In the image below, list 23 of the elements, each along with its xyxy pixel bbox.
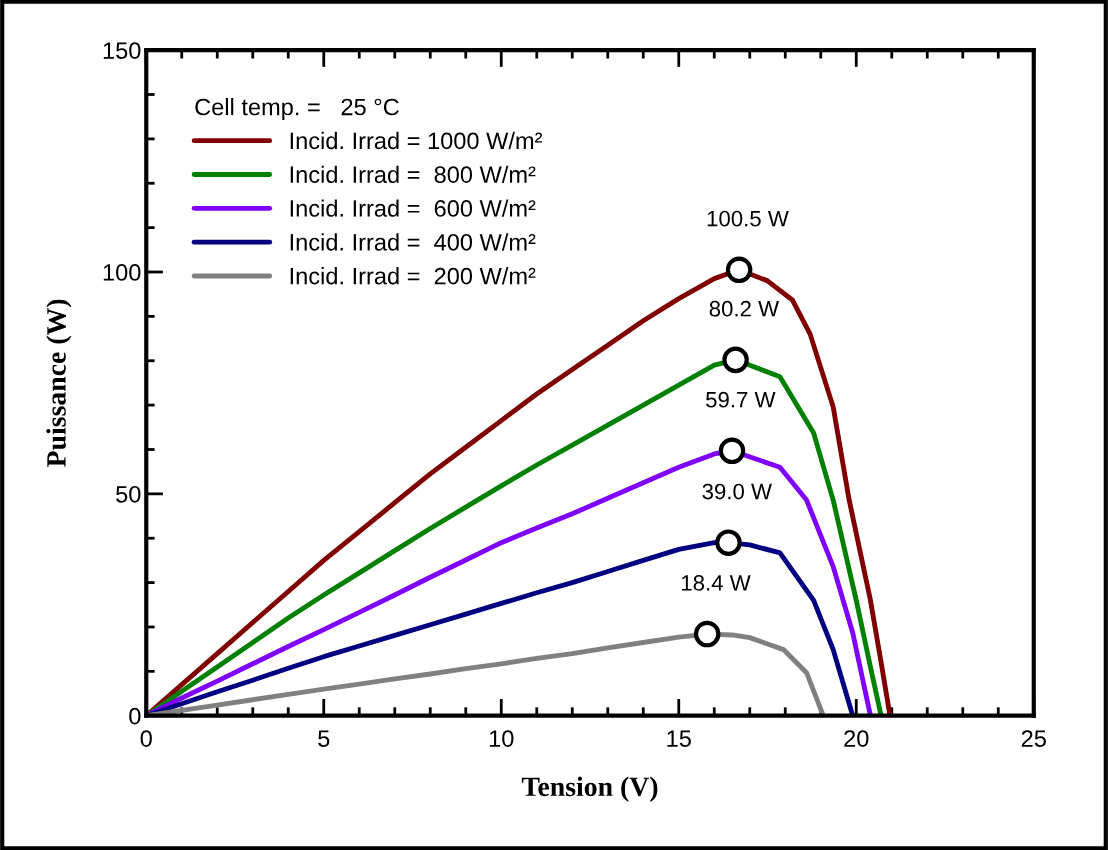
annotation: 59.7 W [706,391,776,408]
legend-label: Incid. Irrad = 200 W/m² [290,267,536,285]
legend-label: Incid. Irrad = 600 W/m² [290,199,536,217]
annotation: 100.5 W [707,210,789,227]
y-tick-label: 0 [129,707,141,725]
y-tick-label: 100 [103,264,141,281]
legend-title: Cell temp. = 25 °C [195,98,399,121]
y-axis-title: Puissance (W) [46,299,72,467]
x-axis-title: Tension (V) [521,776,658,802]
annotation: 80.2 W [709,300,780,317]
annotation: 39.0 W [702,483,772,500]
legend-label: Incid. Irrad = 1000 W/m² [290,131,543,150]
y-tick-label: 50 [116,485,141,503]
annotation: 18.4 W [681,575,751,591]
legend-label: Incid. Irrad = 400 W/m² [290,233,536,251]
x-tick-label: 20 [844,730,869,747]
x-tick-label: 15 [667,730,691,747]
x-tick-label: 25 [1021,730,1046,747]
x-tick-label: 5 [318,730,330,747]
x-tick-label: 10 [489,730,514,747]
legend-label: Incid. Irrad = 800 W/m² [290,165,536,183]
x-tick-label: 0 [140,730,152,747]
y-tick-label: 150 [103,42,141,59]
